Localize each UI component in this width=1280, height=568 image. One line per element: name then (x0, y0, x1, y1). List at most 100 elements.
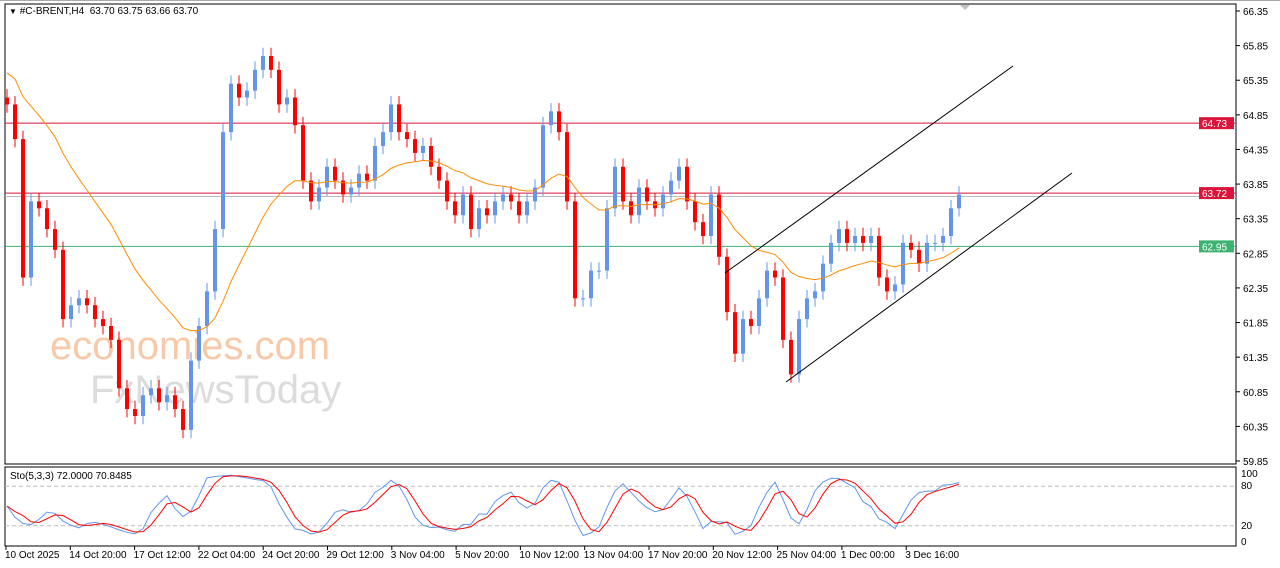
candle-body (45, 208, 49, 230)
candle-body (253, 69, 257, 91)
candle-body (725, 256, 729, 313)
candle-body (541, 125, 545, 188)
candle-body (93, 305, 97, 320)
candle-body (621, 166, 625, 202)
candle-body (293, 97, 297, 126)
candle-body (237, 83, 241, 98)
candle-body (221, 132, 225, 230)
candle-body (605, 208, 609, 271)
candle-body (21, 139, 25, 278)
moving-average-line (6, 72, 960, 332)
price-tick-label: 60.35 (1243, 422, 1268, 433)
time-tick-label: 17 Nov 20:00 (648, 550, 708, 561)
candle-body (557, 111, 561, 133)
candle-body (645, 187, 649, 202)
candle-body (821, 263, 825, 292)
candle-body (461, 194, 465, 216)
price-tick-label: 61.85 (1243, 319, 1268, 330)
candle-body (693, 201, 697, 223)
candle-body (109, 326, 113, 340)
candle-body (421, 146, 425, 153)
candle-body (317, 187, 321, 202)
candle-body (469, 194, 473, 230)
candle-body (925, 242, 929, 264)
price-tick-label: 64.85 (1243, 111, 1268, 122)
candle-body (77, 298, 81, 306)
candle-body (149, 388, 153, 396)
main-chart-frame (4, 3, 1237, 465)
candle-body (813, 291, 817, 299)
candle-body (741, 319, 745, 354)
candle-body (949, 208, 953, 236)
candle-body (957, 194, 961, 209)
time-tick-label: 29 Oct 12:00 (327, 550, 385, 561)
stochastic-tick-label: 100 (1241, 469, 1258, 480)
candle-body (61, 249, 65, 320)
candle-body (685, 166, 689, 202)
candle-body (277, 69, 281, 105)
price-tick-label: 66.35 (1243, 7, 1268, 18)
candle-body (453, 201, 457, 216)
candle-body (477, 208, 481, 230)
candle-body (805, 298, 809, 320)
candle-body (229, 83, 233, 133)
candle-body (261, 56, 265, 70)
candle-body (333, 166, 337, 181)
candle-body (701, 222, 705, 236)
candle-body (397, 104, 401, 133)
candle-body (37, 201, 41, 209)
candle-body (565, 132, 569, 202)
candle-body (869, 236, 873, 243)
stochastic-title: Sto(5,3,3) 72.0000 70.8485 (10, 471, 132, 482)
candle-body (413, 139, 417, 153)
candle-body (845, 229, 849, 243)
time-tick-label: 24 Oct 20:00 (262, 550, 320, 561)
candle-body (205, 291, 209, 326)
price-tick-label: 64.35 (1243, 145, 1268, 156)
level-price-tag (1199, 240, 1234, 253)
time-tick-label: 22 Oct 04:00 (198, 550, 256, 561)
candle-body (581, 298, 585, 300)
candle-body (285, 97, 289, 105)
level-price-tag (1199, 187, 1234, 200)
candle-body (517, 201, 521, 216)
candle-body (213, 229, 217, 292)
candle-body (141, 395, 145, 416)
time-tick-label: 13 Nov 04:00 (584, 550, 644, 561)
candle-body (13, 104, 17, 140)
time-tick-label: 25 Nov 04:00 (777, 550, 837, 561)
candle-body (181, 409, 185, 430)
candle-body (669, 180, 673, 195)
candle-body (101, 319, 105, 326)
candle-body (853, 236, 857, 243)
candle-body (525, 201, 529, 216)
candle-body (365, 173, 369, 181)
time-tick-label: 3 Dec 16:00 (905, 550, 959, 561)
candle-body (789, 339, 793, 375)
level-price-label: 64.73 (1202, 119, 1227, 130)
price-tick-label: 63.85 (1243, 180, 1268, 191)
triangle-down-icon[interactable]: ▼ (9, 7, 17, 16)
candle-body (125, 388, 129, 410)
candle-body (85, 298, 89, 306)
candle-body (341, 180, 345, 195)
candle-body (613, 166, 617, 209)
candle-body (269, 56, 273, 70)
candle-body (381, 132, 385, 146)
stochastic-main-line (6, 474, 960, 537)
candle-body (573, 201, 577, 299)
scroll-shift-icon (960, 5, 970, 10)
candle-body (309, 180, 313, 202)
candle-body (5, 97, 9, 105)
candle-body (717, 194, 721, 257)
candle-body (709, 194, 713, 236)
symbol-ohlc-label: #C-BRENT,H4 63.70 63.75 63.66 63.70 (19, 6, 199, 17)
candle-body (773, 270, 777, 278)
price-tick-label: 65.35 (1243, 76, 1268, 87)
candle-body (157, 388, 161, 403)
candle-body (501, 194, 505, 202)
candle-body (389, 104, 393, 133)
candle-body (893, 284, 897, 292)
candle-body (245, 90, 249, 98)
